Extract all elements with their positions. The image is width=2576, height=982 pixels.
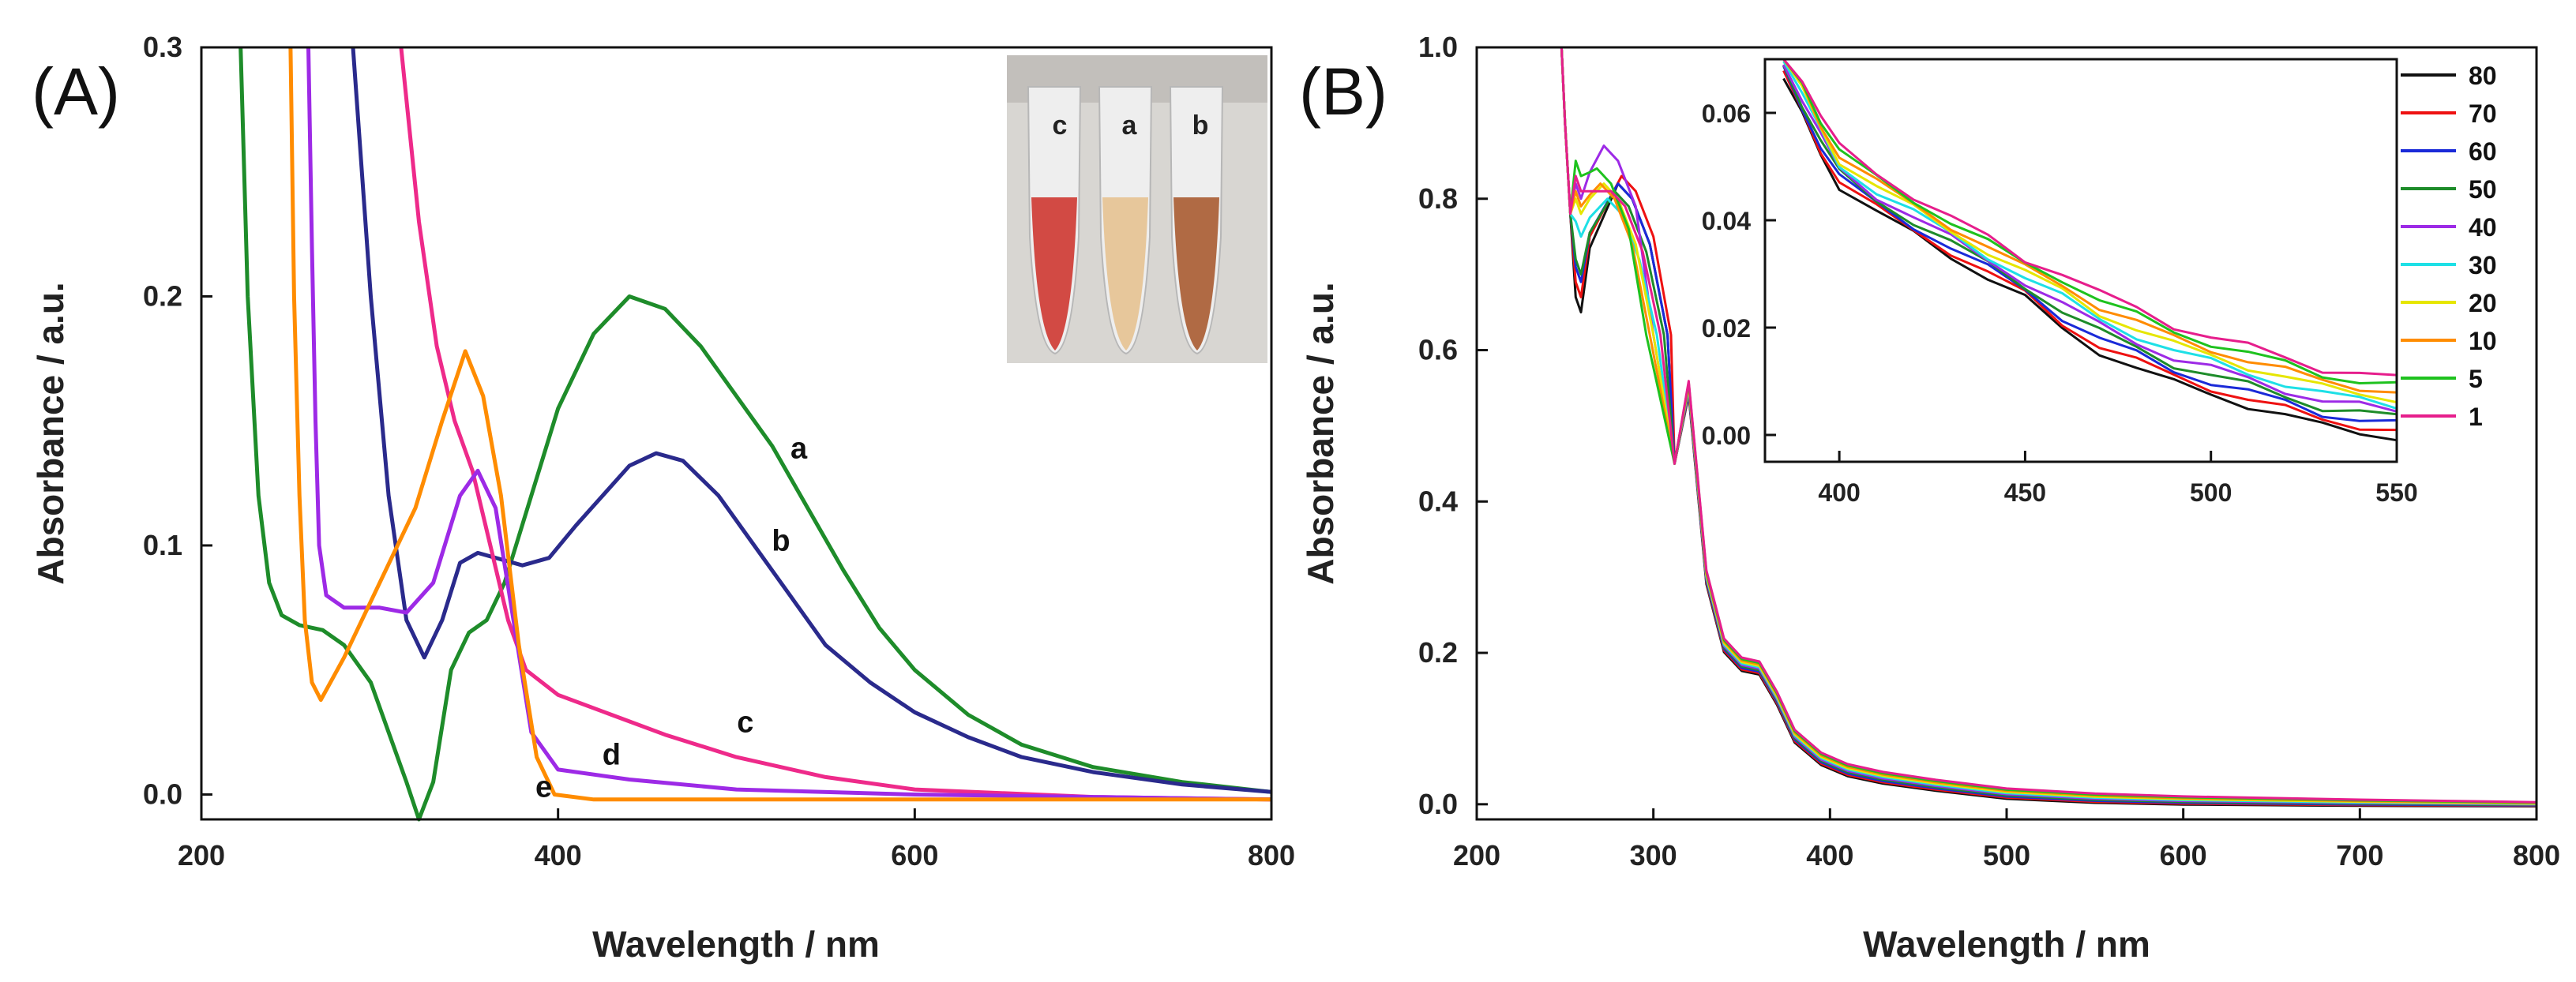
inset-background <box>1765 59 2397 462</box>
panel-a-y-axis-title: Absorbance / a.u. <box>30 282 71 584</box>
curve-label-a: a <box>790 433 808 466</box>
series-e-line <box>288 47 1271 802</box>
series-1-line <box>1560 47 2537 804</box>
inset-series-80-line <box>1782 77 2398 442</box>
legend-label-10: 10 <box>2469 327 2497 355</box>
legend-label-40: 40 <box>2469 213 2497 242</box>
panel-a-x-tick-label: 400 <box>535 839 582 871</box>
panel-b-curves <box>1560 47 2537 808</box>
inset-x-tick-label: 400 <box>1818 478 1860 507</box>
series-a-line <box>238 47 1272 822</box>
inset-photo: c a b <box>1007 55 1267 363</box>
panel-b-x-tick-label: 200 <box>1453 839 1500 871</box>
panel-a-y-tick-label: 0.3 <box>143 31 182 63</box>
series-c-line <box>399 47 1272 802</box>
inset-series-70-line <box>1782 69 2398 432</box>
panel-b-ticks: 200 300 400 500 600 700 800 0.0 0.2 0.4 0.6 0.8 1.0 <box>1418 31 2560 871</box>
panel-a-x-tick-label: 600 <box>891 839 938 871</box>
panel-a: 200 400 600 800 0.0 0.1 0.2 0.3 a b c d e (A) Wavel… <box>30 31 1295 965</box>
legend-label-60: 60 <box>2469 137 2497 166</box>
panel-b-y-tick-label: 0.2 <box>1418 636 1458 669</box>
panel-b-x-tick-label: 400 <box>1806 839 1853 871</box>
series-d-line <box>306 47 1272 802</box>
panel-a-curves <box>238 47 1272 822</box>
inset-x-tick-label: 550 <box>2375 478 2417 507</box>
panel-a-x-tick-label: 200 <box>178 839 225 871</box>
panel-a-x-axis-title: Wavelength / nm <box>592 924 880 965</box>
panel-b-y-tick-label: 1.0 <box>1418 31 1458 63</box>
inset-series-30-line <box>1782 60 2398 410</box>
inset-x-tick-label: 450 <box>2004 478 2046 507</box>
curve-label-e: e <box>535 771 552 804</box>
panel-a-label: (A) <box>32 54 120 129</box>
panel-b-inset: 400 450 500 550 0.00 0.02 0.04 0.06 <box>1702 58 2418 507</box>
inset-x-tick-label: 500 <box>2190 478 2232 507</box>
panel-b-legend: 80 70 60 50 40 30 20 10 5 1 <box>2401 62 2497 431</box>
inset-series-60-line <box>1782 66 2398 422</box>
panel-b-x-tick-label: 600 <box>2160 839 2207 871</box>
series-b-line <box>351 47 1272 794</box>
panel-b-y-tick-label: 0.6 <box>1418 334 1458 366</box>
inset-y-tick-label: 0.04 <box>1702 207 1751 235</box>
panel-b-x-tick-label: 700 <box>2336 839 2383 871</box>
panel-b-x-tick-label: 800 <box>2513 839 2560 871</box>
panel-a-y-tick-label: 0.0 <box>143 778 182 810</box>
inset-ticks: 400 450 500 550 0.00 0.02 0.04 0.06 <box>1702 99 2418 507</box>
panel-b-label: (B) <box>1299 54 1388 129</box>
panel-a-y-tick-label: 0.1 <box>143 529 182 561</box>
curve-label-d: d <box>603 739 621 772</box>
tube-label-a: a <box>1122 111 1138 141</box>
panel-b-y-tick-label: 0.8 <box>1418 182 1458 215</box>
panel-b-y-tick-label: 0.0 <box>1418 788 1458 820</box>
tube-a-solution <box>1102 197 1148 350</box>
inset-series-1-line <box>1782 58 2398 377</box>
inset-y-tick-label: 0.00 <box>1702 422 1751 450</box>
legend-label-50: 50 <box>2469 175 2497 204</box>
curve-label-b: b <box>772 524 790 557</box>
tube-c-solution <box>1031 197 1077 350</box>
panel-a-y-tick-label: 0.2 <box>143 279 182 312</box>
inset-series-5-line <box>1782 58 2398 384</box>
tube-label-c: c <box>1053 111 1068 141</box>
panel-b-y-axis-title: Absorbance / a.u. <box>1300 282 1341 584</box>
curve-label-c: c <box>737 707 753 740</box>
legend-label-20: 20 <box>2469 289 2497 317</box>
tube-label-b: b <box>1192 111 1209 141</box>
inset-frame <box>1763 58 2398 463</box>
legend-label-1: 1 <box>2469 403 2483 431</box>
panel-a-ticks: 200 400 600 800 0.0 0.1 0.2 0.3 <box>143 31 1295 871</box>
tube-b-solution <box>1173 197 1219 350</box>
inset-y-tick-label: 0.02 <box>1702 314 1751 343</box>
inset-series-10-line <box>1782 58 2398 394</box>
panel-b-y-tick-label: 0.4 <box>1418 485 1458 517</box>
legend-label-80: 80 <box>2469 62 2497 90</box>
panel-a-curve-labels: a b c d e <box>535 433 808 804</box>
panel-b-x-tick-label: 300 <box>1630 839 1677 871</box>
panel-b-x-axis-title: Wavelength / nm <box>1863 924 2150 965</box>
panel-a-x-tick-label: 800 <box>1248 839 1295 871</box>
inset-series-20-line <box>1782 58 2398 404</box>
panel-a-plot-frame <box>200 46 1273 821</box>
panel-b: 200 300 400 500 600 700 8000.00.20.40.60.81.0 … <box>1299 31 2560 965</box>
legend-label-70: 70 <box>2469 99 2497 128</box>
panel-b-x-tick-label: 500 <box>1983 839 2030 871</box>
inset-y-tick-label: 0.06 <box>1702 99 1751 128</box>
inset-curves <box>1782 58 2398 442</box>
legend-label-30: 30 <box>2469 251 2497 279</box>
legend-label-5: 5 <box>2469 365 2483 393</box>
